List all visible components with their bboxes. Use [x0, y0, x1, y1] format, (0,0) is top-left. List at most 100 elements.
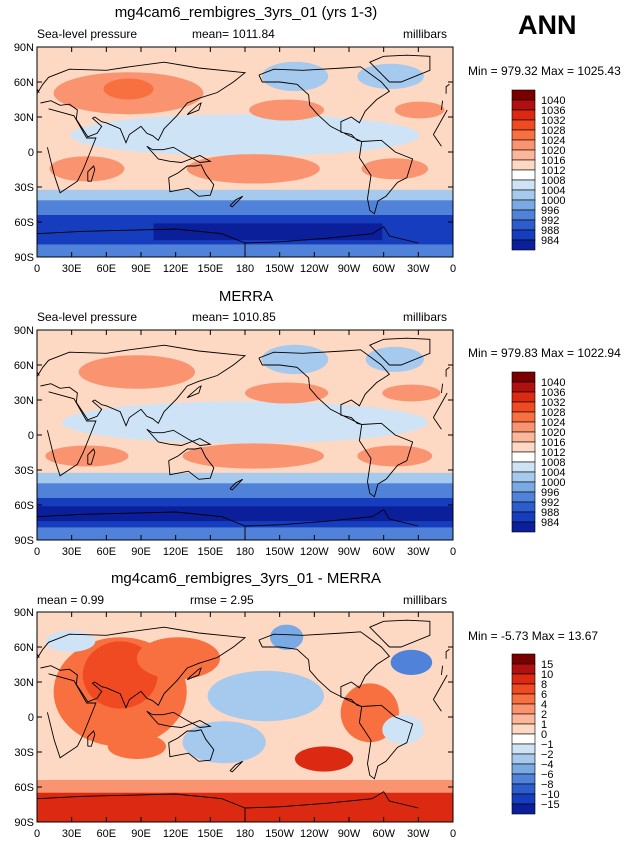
colorbar-swatch	[511, 99, 536, 111]
coastline	[37, 226, 419, 257]
field-cell	[382, 714, 424, 745]
coastline	[37, 626, 444, 709]
lat-label: 60N	[14, 77, 34, 89]
lat-label: 30N	[14, 677, 34, 689]
field-cell	[45, 630, 96, 652]
panel-3-mean-label: mean = 0.99	[37, 593, 105, 607]
colorbar-swatch	[511, 743, 536, 755]
panel-3-min-max: Min = -5.73 Max = 13.67	[468, 629, 599, 643]
field-band	[37, 189, 453, 201]
lon-label: 120W	[300, 263, 329, 275]
field-cell	[357, 445, 433, 467]
lat-label: 30N	[14, 395, 34, 407]
lat-label: 30S	[14, 182, 34, 194]
lat-label: 0	[28, 712, 34, 724]
coastline	[258, 349, 391, 425]
lon-label: 120W	[300, 546, 329, 558]
coastline	[168, 447, 215, 480]
panel-2-variable-label: Sea-level pressure	[37, 310, 138, 324]
colorbar-swatch	[511, 189, 536, 201]
colorbar-swatch	[511, 129, 536, 141]
field-cell	[361, 158, 429, 180]
coastline	[37, 344, 444, 427]
field-cell	[365, 346, 424, 372]
lon-label: 30W	[407, 546, 430, 558]
lon-label: 180	[236, 828, 254, 840]
colorbar-swatch	[511, 401, 536, 413]
field-cell	[382, 384, 441, 402]
colorbar-swatch	[511, 219, 536, 231]
coastline	[369, 54, 431, 83]
colorbar-swatch	[511, 421, 536, 433]
panel-3-title: mg4cam6_rembigres_3yrs_01 - MERRA	[110, 570, 382, 587]
field-cell	[45, 445, 129, 467]
colorbar-swatch	[511, 673, 536, 685]
lon-label: 30W	[407, 263, 430, 275]
lat-label: 90N	[14, 607, 34, 619]
lat-label: 90S	[14, 535, 34, 547]
coastline	[229, 478, 244, 491]
colorbar-swatch	[511, 763, 536, 775]
field-cell	[182, 443, 325, 469]
colorbar-label: 1036	[541, 387, 565, 399]
field-cell	[249, 99, 325, 121]
lon-label: 60E	[97, 828, 117, 840]
lat-label: 30N	[14, 112, 34, 124]
lat-label: 0	[28, 147, 34, 159]
lon-label: 150E	[197, 546, 223, 558]
coastline	[37, 509, 419, 540]
lon-label: 150W	[265, 828, 294, 840]
lon-label: 90E	[131, 546, 151, 558]
lon-label: 60W	[372, 546, 395, 558]
coastline	[186, 102, 202, 116]
colorbar-label: 1004	[541, 467, 565, 479]
lon-label: 120E	[163, 828, 189, 840]
colorbar-label: 1032	[541, 397, 565, 409]
colorbar-label: 992	[541, 215, 559, 227]
panel-2-min-max: Min = 979.83 Max = 1022.94	[468, 346, 621, 360]
lon-label: 0	[450, 828, 456, 840]
field-cell	[70, 114, 420, 157]
lon-label: 180	[236, 546, 254, 558]
lon-label: 0	[34, 546, 40, 558]
coastline	[168, 729, 215, 762]
field-cell	[294, 746, 354, 772]
colorbar-label: 1000	[541, 195, 565, 207]
colorbar-label: −1	[541, 739, 554, 751]
panel-1-units-label: millibars	[403, 27, 448, 41]
colorbar-swatch	[511, 683, 536, 695]
colorbar-label: 1020	[541, 427, 565, 439]
field-band	[37, 780, 453, 793]
colorbar-label: 1028	[541, 125, 565, 137]
lon-label: 180	[236, 263, 254, 275]
colorbar-swatch	[511, 733, 536, 745]
colorbar-swatch	[511, 441, 536, 453]
panel-2-title: MERRA	[218, 288, 274, 305]
panel-1-mean-label: mean= 1011.84	[192, 27, 275, 41]
colorbar-swatch	[511, 239, 536, 251]
colorbar-label: 6	[541, 689, 547, 701]
colorbar-swatch	[511, 119, 536, 131]
colorbar-swatch	[511, 411, 536, 423]
colorbar-swatch	[511, 451, 536, 463]
lon-label: 60W	[372, 828, 395, 840]
colorbar-label: 1016	[541, 155, 565, 167]
colorbar-swatch	[511, 159, 536, 171]
panel-3-rmse-label: rmse = 2.95	[190, 593, 254, 607]
field-cell	[136, 637, 221, 680]
colorbar-label: 15	[541, 659, 553, 671]
colorbar-swatch	[511, 149, 536, 161]
colorbar-label: 1036	[541, 105, 565, 117]
colorbar-label: 4	[541, 699, 547, 711]
colorbar-label: 1028	[541, 407, 565, 419]
field-cell	[269, 624, 304, 650]
lat-label: 90S	[14, 817, 34, 829]
panel-1-title: mg4cam6_rembigres_3yrs_01 (yrs 1-3)	[114, 4, 378, 21]
field-cell	[186, 154, 320, 184]
lon-label: 0	[34, 828, 40, 840]
colorbar-label: 1012	[541, 447, 565, 459]
colorbar-swatch	[511, 653, 536, 665]
